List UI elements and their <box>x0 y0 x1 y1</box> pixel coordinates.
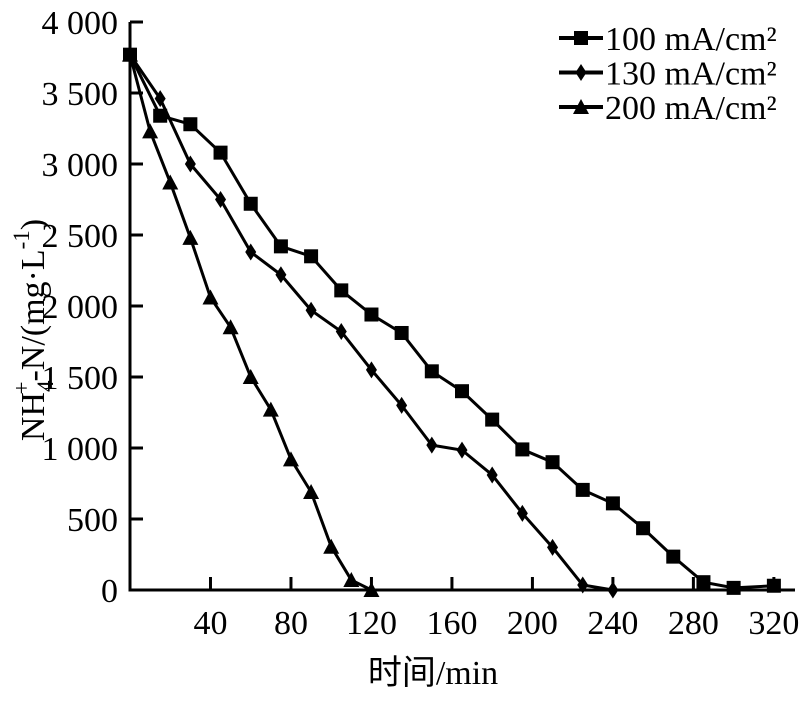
y-tick-label: 1 000 <box>42 431 119 468</box>
square-marker <box>334 283 349 298</box>
square-marker <box>574 31 588 45</box>
y-tick-label: 500 <box>67 502 118 539</box>
square-marker <box>213 145 228 160</box>
y-tick-label: 3 500 <box>42 76 119 113</box>
square-marker <box>545 455 560 470</box>
y-tick-label: 0 <box>101 573 118 610</box>
legend-label: 130 mA/cm² <box>605 56 777 93</box>
diamond-marker <box>577 576 589 594</box>
triangle-marker <box>343 572 360 588</box>
triangle-marker <box>262 401 279 417</box>
y-tick-label: 1 500 <box>42 360 119 397</box>
legend-item: 200 mA/cm² <box>559 90 777 127</box>
square-marker <box>424 364 439 379</box>
triangle-marker <box>182 229 199 245</box>
square-marker <box>666 549 681 564</box>
diamond-marker <box>154 90 166 108</box>
diamond-marker <box>607 581 619 599</box>
square-marker <box>123 47 137 62</box>
diamond-marker <box>575 64 587 81</box>
triangle-marker <box>282 451 299 467</box>
triangle-marker <box>323 538 340 554</box>
square-marker <box>273 239 288 254</box>
diamond-marker <box>396 396 408 414</box>
triangle-marker <box>202 289 219 305</box>
x-tick-label: 240 <box>587 605 638 642</box>
square-marker <box>726 580 741 595</box>
diamond-marker <box>426 436 438 454</box>
square-marker <box>696 575 711 590</box>
x-tick-label: 320 <box>748 605 799 642</box>
axes <box>128 22 795 592</box>
diamond-marker <box>547 538 559 556</box>
triangle-marker <box>162 174 179 190</box>
diamond-marker <box>245 243 257 261</box>
square-marker <box>183 117 198 132</box>
diamond-marker <box>486 466 498 484</box>
diamond-marker <box>365 361 377 379</box>
square-marker <box>394 325 409 340</box>
x-tick-label: 80 <box>274 605 308 642</box>
x-tick-label: 200 <box>507 605 558 642</box>
series-line <box>128 54 373 592</box>
legend-item: 100 mA/cm² <box>559 21 777 58</box>
y-axis-title: NH4+-N/(mg·L-1) <box>9 219 58 441</box>
y-tick-label: 2 000 <box>42 289 119 326</box>
square-marker <box>766 578 781 593</box>
square-marker <box>485 412 500 427</box>
x-tick-label: 120 <box>346 605 397 642</box>
diamond-marker <box>335 323 347 341</box>
legend-label: 200 mA/cm² <box>605 90 777 127</box>
series-square <box>123 47 781 595</box>
triangle-marker <box>303 484 320 500</box>
x-tick-label: 160 <box>426 605 477 642</box>
square-marker <box>636 521 651 536</box>
square-marker <box>515 442 530 457</box>
y-tick-label: 2 500 <box>42 218 119 255</box>
series-triangle <box>122 46 380 597</box>
square-marker <box>153 108 168 123</box>
series-line <box>128 53 774 590</box>
x-axis-title: 时间/min <box>368 655 498 692</box>
legend-item: 130 mA/cm² <box>559 56 777 93</box>
triangle-marker <box>142 123 159 139</box>
square-marker <box>455 384 469 399</box>
diamond-marker <box>184 155 196 173</box>
triangle-marker <box>363 582 380 597</box>
square-marker <box>304 249 319 264</box>
square-marker <box>575 482 590 497</box>
diamond-marker <box>456 441 468 459</box>
square-marker <box>243 196 258 211</box>
triangle-marker <box>573 99 589 114</box>
diamond-marker <box>275 266 287 284</box>
legend-label: 100 mA/cm² <box>605 21 777 58</box>
series-diamond <box>124 46 619 599</box>
triangle-marker <box>222 319 239 335</box>
x-tick-label: 40 <box>193 605 227 642</box>
triangle-marker <box>242 369 259 384</box>
square-marker <box>364 307 379 322</box>
diamond-marker <box>215 191 227 208</box>
diamond-marker <box>305 301 317 319</box>
square-marker <box>605 496 620 511</box>
y-tick-label: 3 000 <box>42 147 119 184</box>
y-tick-label: 4 000 <box>42 5 119 42</box>
x-tick-label: 280 <box>668 605 719 642</box>
diamond-marker <box>516 504 528 522</box>
